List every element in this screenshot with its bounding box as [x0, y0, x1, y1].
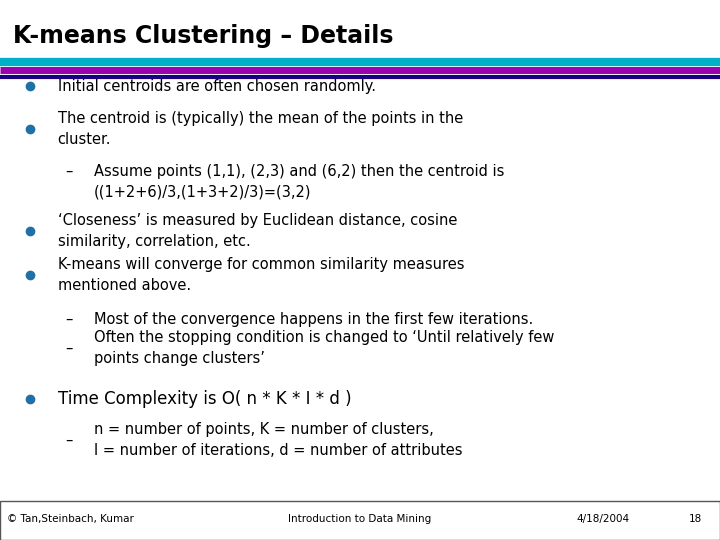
Text: 18: 18 — [689, 515, 702, 524]
Text: n = number of points, K = number of clusters,
I = number of iterations, d = numb: n = number of points, K = number of clus… — [94, 422, 462, 458]
Text: ((1+2+6)/3,(1+3+2)/3)=(3,2): ((1+2+6)/3,(1+3+2)/3)=(3,2) — [94, 184, 311, 199]
Text: Introduction to Data Mining: Introduction to Data Mining — [289, 515, 431, 524]
Text: ‘Closeness’ is measured by Euclidean distance, cosine
similarity, correlation, e: ‘Closeness’ is measured by Euclidean dis… — [58, 213, 457, 249]
Text: Time Complexity is O( n * K * I * d ): Time Complexity is O( n * K * I * d ) — [58, 389, 351, 408]
Text: –: – — [65, 341, 72, 356]
Text: K-means will converge for common similarity measures
mentioned above.: K-means will converge for common similar… — [58, 258, 464, 293]
Text: 4/18/2004: 4/18/2004 — [576, 515, 629, 524]
FancyBboxPatch shape — [0, 501, 720, 540]
Text: –: – — [65, 433, 72, 448]
Text: The centroid is (typically) the mean of the points in the
cluster.: The centroid is (typically) the mean of … — [58, 111, 463, 146]
Text: Most of the convergence happens in the first few iterations.: Most of the convergence happens in the f… — [94, 312, 533, 327]
Text: © Tan,Steinbach, Kumar: © Tan,Steinbach, Kumar — [7, 515, 134, 524]
Text: Assume points (1,1), (2,3) and (6,2) then the centroid is: Assume points (1,1), (2,3) and (6,2) the… — [94, 164, 504, 179]
Text: –: – — [65, 164, 72, 179]
Text: Often the stopping condition is changed to ‘Until relatively few
points change c: Often the stopping condition is changed … — [94, 330, 554, 366]
Text: Initial centroids are often chosen randomly.: Initial centroids are often chosen rando… — [58, 79, 376, 94]
Text: K-means Clustering – Details: K-means Clustering – Details — [13, 24, 393, 48]
Text: –: – — [65, 312, 72, 327]
